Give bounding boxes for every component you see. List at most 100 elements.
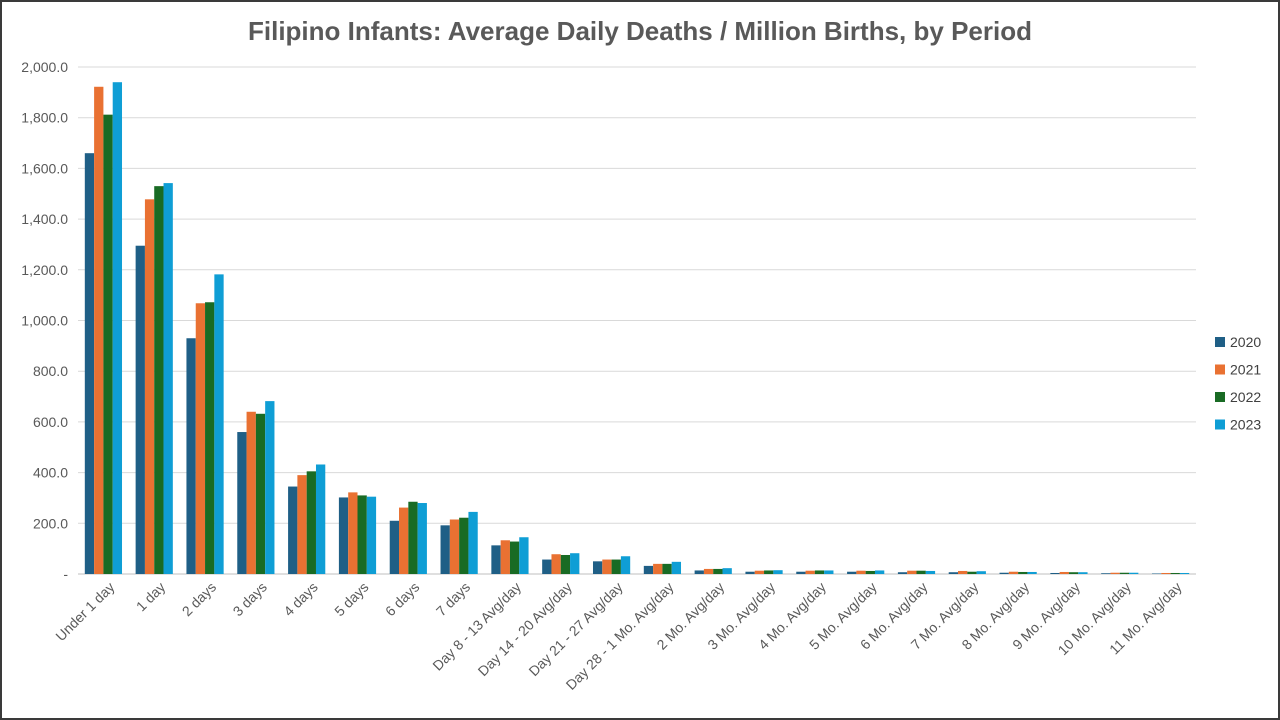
bar-2023 [976, 571, 986, 574]
legend: 2020 2021 2022 2023 [1215, 334, 1261, 433]
bar-2023 [1027, 571, 1037, 574]
bar-2021 [1161, 572, 1171, 574]
bar-2021 [500, 540, 510, 574]
bar-2022 [357, 495, 367, 574]
legend-label-2020: 2020 [1230, 334, 1261, 350]
bar-2021 [195, 303, 206, 574]
bar-2021 [449, 519, 460, 574]
bar-2022 [408, 501, 418, 574]
x-tick-label: Under 1 day [52, 579, 117, 644]
bar-2023 [1179, 572, 1190, 574]
y-tick-label: 1,200.0 [21, 262, 68, 278]
bar-2023 [1078, 572, 1088, 574]
y-tick-label: 200.0 [33, 515, 68, 531]
bar-2022 [1068, 572, 1079, 574]
bar-2020 [643, 565, 654, 574]
bar-2023 [773, 570, 783, 574]
legend-label-2021: 2021 [1230, 362, 1261, 378]
bar-2021 [551, 554, 561, 574]
bar-2020 [1050, 572, 1060, 574]
y-tick-label: 2,000.0 [21, 59, 68, 75]
bar-2021 [754, 570, 765, 574]
x-tick-label: 4 days [280, 579, 320, 619]
bar-2023 [570, 553, 580, 574]
bar-2022 [814, 570, 825, 574]
bar-2022 [662, 563, 672, 574]
legend-label-2022: 2022 [1230, 389, 1261, 405]
bar-2021 [246, 411, 256, 574]
bar-2020 [237, 432, 247, 574]
bar-2022 [103, 114, 113, 575]
bar-2021 [297, 475, 307, 574]
bar-2021 [1059, 571, 1069, 574]
bar-2022 [967, 571, 977, 574]
x-tick-label: 5 days [331, 579, 371, 619]
bar-2023 [417, 503, 427, 574]
bar-2020 [491, 545, 501, 574]
bar-2022 [916, 570, 926, 574]
bar-2023 [214, 274, 224, 574]
x-tick-label: 6 days [382, 579, 422, 619]
y-tick-label: 1,400.0 [21, 211, 68, 227]
bar-2022 [154, 186, 164, 574]
bar-2020 [84, 153, 95, 574]
bar-2020 [948, 572, 959, 574]
y-tick-label: 1,000.0 [21, 313, 68, 329]
bar-2020 [1151, 573, 1162, 574]
bar-2021 [399, 507, 409, 574]
x-tick-label: 1 day [133, 579, 169, 615]
bar-2020 [897, 572, 908, 574]
x-axis: Under 1 day 1 day 2 days 3 days 4 days 5 days… [52, 579, 1184, 693]
bar-2023 [1129, 572, 1139, 574]
bar-2023 [468, 511, 478, 574]
bar-2022 [509, 541, 520, 574]
bar-2021 [856, 570, 866, 574]
bar-2022 [865, 570, 875, 574]
bar-2020 [542, 559, 552, 574]
bar-2021 [958, 570, 968, 574]
bar-2020 [592, 561, 603, 574]
bar-2023 [366, 496, 377, 574]
bar-2022 [459, 517, 469, 574]
bar-2023 [925, 570, 936, 574]
bar-2022 [611, 559, 621, 574]
y-tick-label: 600.0 [33, 414, 68, 430]
bar-2022 [713, 568, 723, 574]
y-tick-label: 400.0 [33, 465, 68, 481]
bar-2020 [999, 572, 1009, 574]
bar-2020 [288, 486, 298, 574]
bar-2022 [1170, 572, 1180, 574]
bar-2023 [112, 82, 123, 575]
bar-2022 [560, 554, 571, 574]
y-tick-label: - [63, 566, 68, 582]
bar-2023 [315, 464, 326, 574]
bar-2020 [440, 525, 450, 574]
bar-2023 [163, 183, 173, 574]
bar-2021 [907, 570, 917, 574]
bar-2023 [874, 570, 885, 574]
bar-2020 [796, 571, 806, 574]
bar-2021 [144, 199, 155, 574]
y-tick-label: 1,800.0 [21, 110, 68, 126]
legend-swatch-2022 [1215, 392, 1225, 402]
bar-2021 [602, 559, 612, 574]
bar-2020 [745, 571, 755, 574]
bar-2020 [389, 520, 400, 574]
bar-2021 [1008, 571, 1019, 574]
legend-swatch-2021 [1215, 364, 1225, 375]
x-tick-label: Day 8 - 13 Avg/day [429, 579, 524, 674]
bar-2021 [94, 86, 104, 574]
chart-title: Filipino Infants: Average Daily Deaths /… [248, 16, 1032, 46]
bar-2022 [306, 471, 316, 574]
bar-2023 [722, 568, 732, 574]
bar-2022 [205, 302, 215, 574]
bar-2020 [135, 245, 145, 574]
bar-2020 [186, 338, 196, 574]
bar-2022 [764, 570, 774, 574]
x-tick-label: Day 14 - 20 Avg/day [475, 579, 575, 679]
bar-2021 [653, 563, 663, 574]
bar-2023 [519, 537, 529, 574]
bar-2023 [671, 561, 682, 574]
bar-2021 [1110, 572, 1120, 574]
bar-2023 [620, 556, 631, 574]
